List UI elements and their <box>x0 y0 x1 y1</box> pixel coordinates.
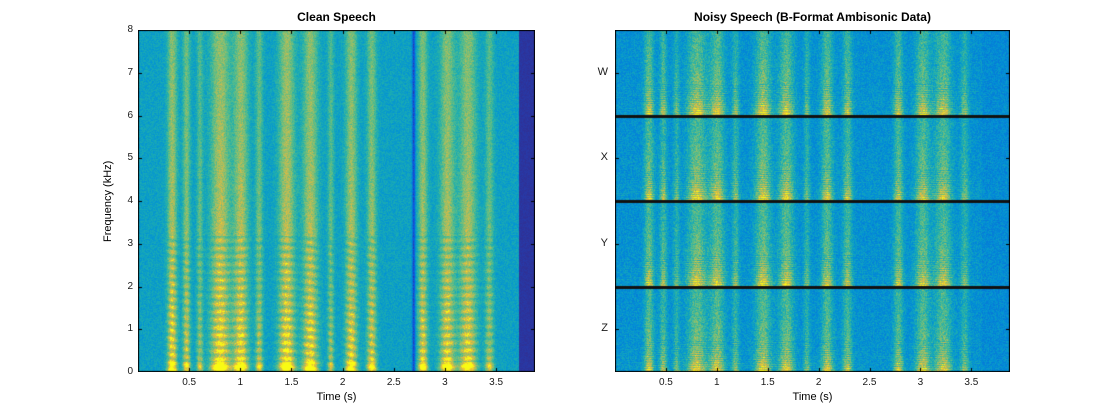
left-y-tick-label: 2 <box>127 280 133 292</box>
right-x-tick-label: 1 <box>714 377 720 388</box>
clean-speech-spectrogram <box>138 30 535 372</box>
noisy-speech-spectrogram <box>615 30 1010 372</box>
left-x-tick-label: 3 <box>442 377 448 388</box>
right-x-tick-label: 3 <box>917 377 924 388</box>
left-x-tick-label: 1 <box>237 377 244 388</box>
right-x-tick-label: 3.5 <box>964 377 979 388</box>
clean-speech-title: Clean Speech <box>297 10 376 24</box>
channel-label-x: X <box>600 151 608 164</box>
channel-label-w: W <box>597 65 608 78</box>
left-x-tick-label: 1.5 <box>284 377 299 388</box>
channel-label-z: Z <box>601 322 608 335</box>
left-y-tick-label: 8 <box>127 24 133 35</box>
right-x-tick-label: 1.5 <box>760 377 775 388</box>
left-time-axis-label: Time (s) <box>316 391 357 403</box>
left-y-tick-label: 3 <box>127 237 133 249</box>
left-x-tick-label: 3.5 <box>489 377 504 388</box>
noisy-speech-spectrogram-canvas <box>615 30 1010 372</box>
left-x-tick-label: 2 <box>339 377 346 388</box>
right-x-tick-label: 2 <box>815 377 822 388</box>
clean-speech-spectrogram-canvas <box>138 30 535 372</box>
left-y-tick-label: 7 <box>127 66 133 78</box>
left-y-tick-label: 4 <box>127 195 133 206</box>
left-y-tick-label: 0 <box>127 366 133 377</box>
left-y-tick-label: 1 <box>127 323 133 335</box>
left-y-tick-label: 6 <box>127 109 133 121</box>
left-y-tick-label: 5 <box>127 152 133 164</box>
noisy-speech-title: Noisy Speech (B-Format Ambisonic Data) <box>694 10 931 24</box>
right-x-tick-label: 2.5 <box>862 377 877 388</box>
left-x-tick-label: 2.5 <box>386 377 401 388</box>
channel-label-y: Y <box>600 236 608 249</box>
right-time-axis-label: Time (s) <box>792 391 833 403</box>
right-x-tick-label: 0.5 <box>658 377 673 388</box>
left-x-tick-label: 0.5 <box>182 377 197 388</box>
